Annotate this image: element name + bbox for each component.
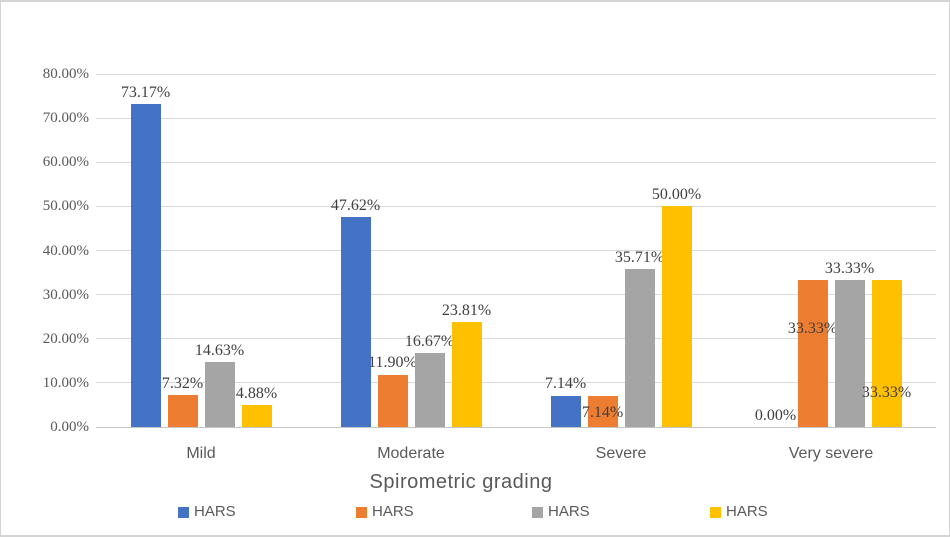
y-axis-tick-label: 30.00% bbox=[42, 286, 89, 303]
bar-very-severe-s2 bbox=[834, 279, 865, 427]
y-axis-tick-label: 50.00% bbox=[42, 198, 89, 215]
y-axis-tick-label: 70.00% bbox=[42, 110, 89, 127]
y-axis-tick-label: 20.00% bbox=[42, 330, 89, 347]
data-label: 7.14% bbox=[544, 375, 587, 393]
gridline bbox=[96, 294, 936, 296]
y-axis-tick-label: 60.00% bbox=[42, 154, 89, 171]
legend-swatch-yellow bbox=[710, 507, 721, 518]
bar-severe-s0 bbox=[550, 395, 581, 427]
legend-label: HARS bbox=[548, 503, 590, 520]
legend-swatch-blue bbox=[178, 507, 189, 518]
plot-area: 73.17% 7.32% 14.63% 4.88% 47.62% 11.90% 16.67%… bbox=[96, 73, 936, 428]
legend-swatch-orange bbox=[356, 507, 367, 518]
gridline bbox=[96, 117, 936, 119]
bar-mild-s1 bbox=[167, 394, 198, 427]
gridline bbox=[96, 73, 936, 75]
bar-severe-s2 bbox=[624, 269, 655, 427]
legend-entry: HARS bbox=[178, 504, 236, 522]
x-axis-category-label: Moderate bbox=[377, 445, 445, 462]
bar-mild-s3 bbox=[241, 405, 272, 427]
gridline bbox=[96, 205, 936, 207]
gridline bbox=[96, 382, 936, 384]
gridline bbox=[96, 338, 936, 340]
legend-label: HARS bbox=[726, 503, 768, 520]
y-axis-tick-label: 80.00% bbox=[42, 66, 89, 82]
bar-mild-s0 bbox=[130, 104, 161, 427]
gridline bbox=[96, 161, 936, 163]
data-label: 16.67% bbox=[404, 333, 455, 351]
y-axis-tick-label: 40.00% bbox=[42, 242, 89, 259]
bar-mild-s2 bbox=[204, 362, 235, 427]
bar-moderate-s1 bbox=[377, 374, 408, 427]
legend-entry: HARS bbox=[532, 504, 590, 522]
gridline bbox=[96, 250, 936, 251]
data-label: 0.00% bbox=[754, 407, 797, 424]
legend-swatch-gray bbox=[532, 507, 543, 518]
y-axis-tick-label: 10.00% bbox=[42, 374, 89, 391]
data-label: 11.90% bbox=[368, 354, 417, 372]
bar-severe-s1 bbox=[587, 395, 618, 427]
data-label: 14.63% bbox=[194, 342, 245, 360]
data-label: 47.62% bbox=[330, 196, 381, 214]
bar-moderate-s3 bbox=[451, 321, 482, 427]
data-label: 7.32% bbox=[161, 374, 204, 392]
x-axis-line bbox=[96, 426, 936, 428]
bar-severe-s3 bbox=[661, 206, 692, 427]
data-label: 4.88% bbox=[235, 385, 278, 403]
data-label: 7.14% bbox=[581, 404, 624, 422]
data-label: 50.00% bbox=[651, 186, 702, 204]
x-axis-title: Spirometric grading bbox=[369, 471, 553, 493]
data-label: 23.81% bbox=[441, 301, 492, 319]
bar-very-severe-s1 bbox=[797, 279, 828, 427]
bar-moderate-s0 bbox=[340, 216, 371, 427]
data-label: 33.33% bbox=[787, 319, 838, 337]
y-axis-tick-label: 0.00% bbox=[50, 419, 89, 435]
x-axis-category-label: Very severe bbox=[788, 445, 874, 462]
data-label: 33.33% bbox=[824, 259, 875, 277]
legend-entry: HARS bbox=[356, 504, 414, 522]
data-label: 73.17% bbox=[120, 84, 171, 102]
data-label: 33.33% bbox=[861, 383, 912, 401]
x-axis-category-label: Severe bbox=[595, 445, 647, 462]
x-axis-category-label: Mild bbox=[186, 445, 216, 462]
bar-moderate-s2 bbox=[414, 353, 445, 427]
legend-label: HARS bbox=[194, 503, 236, 520]
legend-label: HARS bbox=[372, 503, 414, 520]
bar-very-severe-s3 bbox=[871, 279, 902, 427]
legend-entry: HARS bbox=[710, 504, 768, 522]
data-label: 35.71% bbox=[614, 249, 665, 267]
